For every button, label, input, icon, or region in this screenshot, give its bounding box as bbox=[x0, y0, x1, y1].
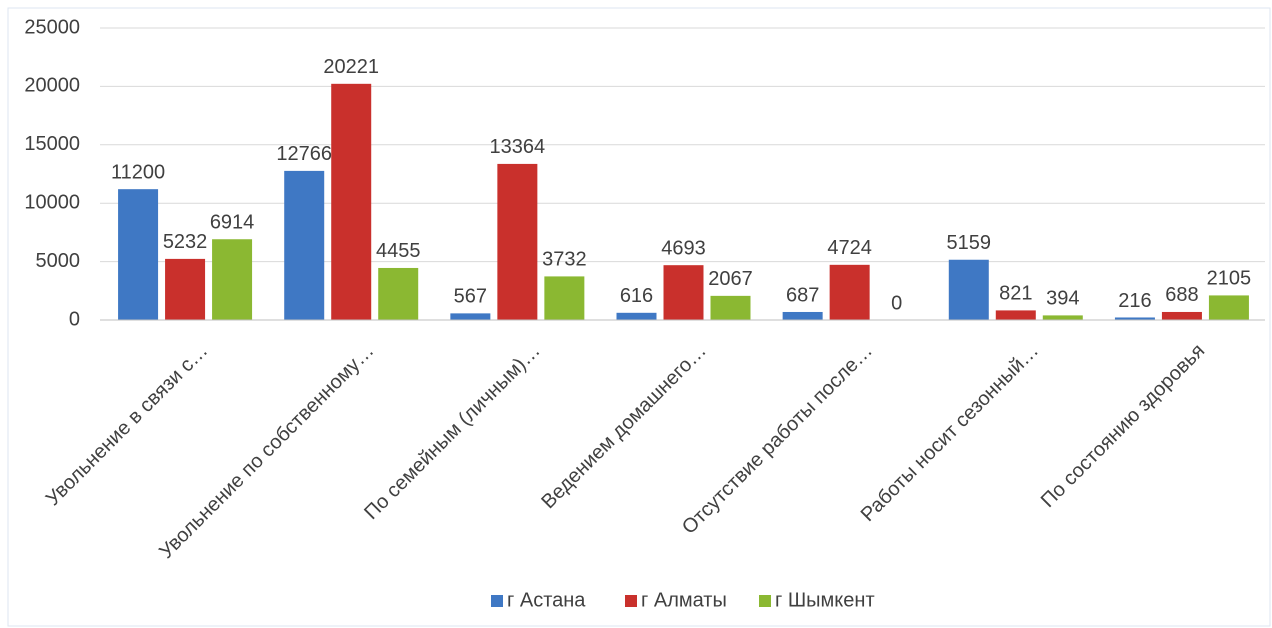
x-tick-label: Увольнение в связи с… bbox=[42, 340, 213, 511]
bar bbox=[165, 258, 206, 320]
bar bbox=[948, 259, 989, 320]
legend-label: г Астана bbox=[507, 589, 586, 611]
bar bbox=[118, 189, 159, 320]
legend-label: г Шымкент bbox=[775, 589, 875, 611]
data-label: 3732 bbox=[542, 249, 587, 271]
y-tick-label: 15000 bbox=[24, 133, 80, 155]
bar bbox=[616, 312, 657, 320]
x-tick-label: Ведением домашнего… bbox=[537, 340, 710, 513]
data-label: 5159 bbox=[947, 232, 992, 254]
y-tick-label: 10000 bbox=[24, 191, 80, 213]
data-label: 0 bbox=[891, 292, 902, 314]
legend-swatch bbox=[491, 595, 503, 607]
bar bbox=[544, 276, 585, 320]
data-label: 13364 bbox=[490, 136, 546, 158]
bar bbox=[1161, 311, 1202, 320]
data-label: 20221 bbox=[323, 56, 379, 78]
legend-label: г Алматы bbox=[641, 589, 727, 611]
y-tick-label: 0 bbox=[69, 308, 80, 330]
x-tick-label: По семейным (личным)… bbox=[360, 340, 544, 524]
bar bbox=[710, 295, 751, 320]
data-label: 6914 bbox=[210, 212, 255, 234]
x-tick-label: Отсутствие работы после… bbox=[678, 340, 877, 539]
legend-swatch bbox=[759, 595, 771, 607]
data-label: 688 bbox=[1165, 284, 1198, 306]
bar bbox=[497, 163, 538, 320]
data-label: 616 bbox=[620, 285, 653, 307]
y-tick-label: 25000 bbox=[24, 16, 80, 38]
data-label: 687 bbox=[786, 284, 819, 306]
data-label: 216 bbox=[1118, 290, 1151, 312]
data-label: 567 bbox=[454, 286, 487, 308]
bar bbox=[450, 313, 491, 320]
data-label: 4455 bbox=[376, 240, 421, 262]
x-tick-label: Работы носит сезонный… bbox=[857, 340, 1043, 526]
y-tick-label: 20000 bbox=[24, 75, 80, 97]
bar bbox=[782, 311, 823, 320]
data-label: 4693 bbox=[661, 237, 706, 259]
legend-swatch bbox=[625, 595, 637, 607]
data-label: 2105 bbox=[1207, 268, 1252, 290]
data-label: 821 bbox=[999, 283, 1032, 305]
data-label: 12766 bbox=[276, 143, 332, 165]
bar bbox=[284, 170, 325, 320]
data-label: 4724 bbox=[827, 237, 872, 259]
bar bbox=[829, 264, 870, 320]
bar bbox=[1042, 315, 1083, 320]
y-tick-label: 5000 bbox=[36, 250, 81, 272]
bar bbox=[378, 267, 419, 320]
bar bbox=[1208, 295, 1249, 320]
bar bbox=[212, 239, 253, 320]
chart-frame bbox=[7, 7, 1271, 627]
bar bbox=[995, 310, 1036, 320]
data-label: 394 bbox=[1046, 288, 1079, 310]
x-tick-label: По состоянию здоровья bbox=[1037, 340, 1209, 512]
bar bbox=[331, 83, 372, 320]
data-label: 2067 bbox=[708, 268, 753, 290]
data-label: 5232 bbox=[163, 231, 208, 253]
bar bbox=[663, 265, 704, 320]
bar bbox=[1114, 317, 1155, 320]
data-label: 11200 bbox=[111, 161, 165, 183]
